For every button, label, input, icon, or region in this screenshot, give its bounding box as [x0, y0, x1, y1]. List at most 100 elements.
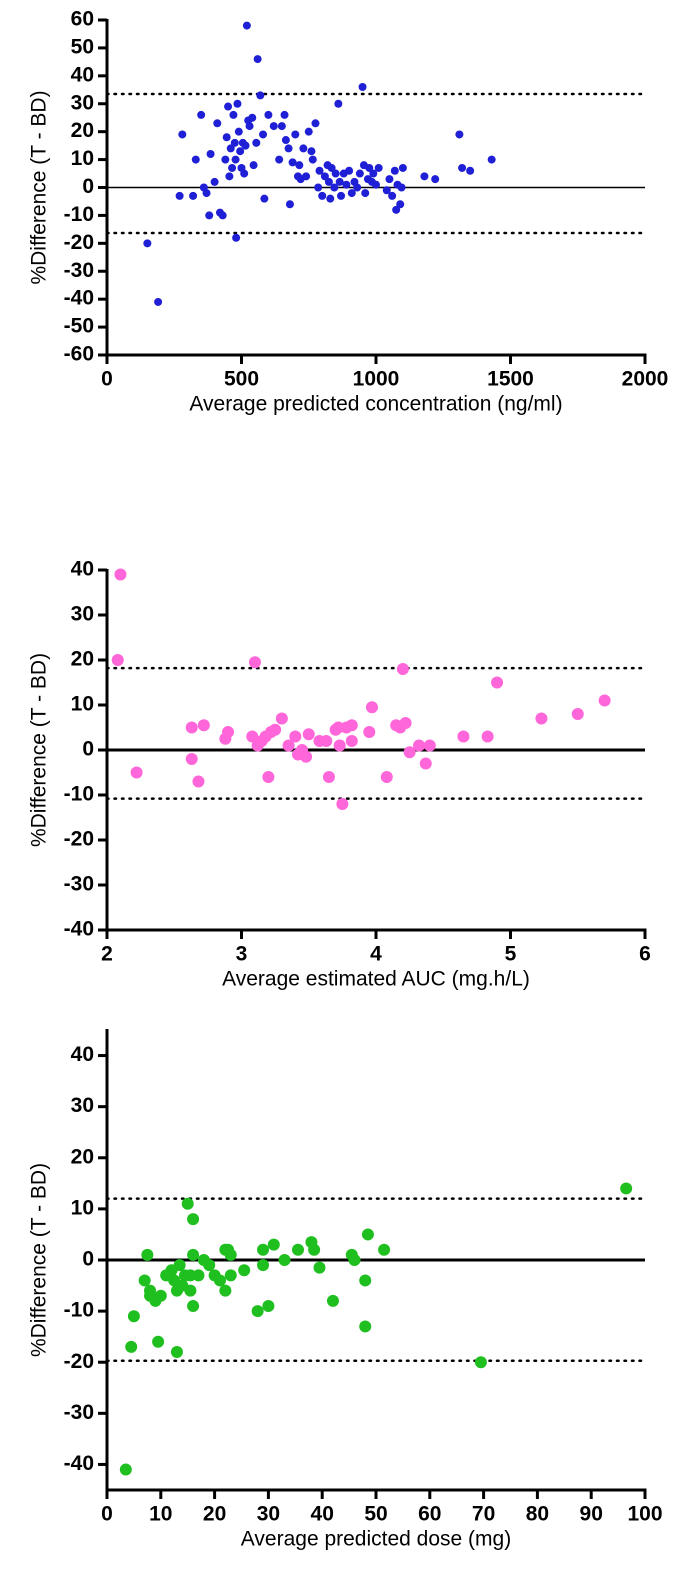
point [431, 175, 440, 184]
point [620, 1182, 633, 1195]
y-tick-label: -10 [64, 783, 94, 806]
point [125, 1340, 138, 1353]
point [491, 676, 504, 689]
point [111, 654, 124, 666]
point [348, 1254, 361, 1266]
y-tick-label: 40 [71, 558, 94, 581]
y-tick-label: 40 [71, 63, 94, 86]
x-tick-label: 50 [364, 1503, 387, 1526]
point [246, 730, 259, 743]
point [141, 1248, 154, 1261]
point [374, 163, 383, 172]
point [222, 133, 231, 142]
point [184, 1284, 197, 1297]
point [336, 798, 349, 810]
point [372, 180, 380, 189]
point [185, 721, 198, 734]
point [347, 189, 356, 198]
point [173, 1259, 186, 1272]
point [257, 1259, 270, 1272]
point [236, 147, 245, 156]
point [249, 161, 258, 170]
point [187, 1248, 200, 1261]
y-tick-label: -20 [64, 1350, 94, 1373]
point [314, 183, 323, 192]
point [403, 746, 416, 759]
point [206, 150, 215, 158]
point [378, 1243, 391, 1256]
point [320, 172, 329, 181]
y-tick-label: -30 [64, 1401, 94, 1424]
point [315, 166, 324, 175]
point [197, 719, 210, 732]
point [170, 1346, 183, 1358]
point [259, 130, 268, 139]
y-tick-label: 30 [71, 603, 94, 626]
point [313, 1261, 326, 1274]
x-tick-label: 2 [101, 943, 113, 966]
x-axis-label: Average predicted dose (mg) [241, 1528, 511, 1551]
point [288, 158, 297, 167]
point [231, 155, 240, 164]
y-tick-label: 10 [71, 147, 94, 170]
point [138, 1274, 151, 1287]
point [355, 169, 364, 178]
point [398, 163, 407, 172]
point [224, 1248, 237, 1261]
point [333, 739, 346, 752]
point [326, 194, 335, 203]
x-tick-label: 1000 [353, 368, 400, 391]
x-tick-label: 40 [311, 1503, 334, 1526]
point [337, 191, 346, 200]
point [361, 1228, 374, 1241]
x-tick-label: 60 [418, 1503, 441, 1526]
y-tick-label: -30 [64, 259, 94, 282]
point [154, 1289, 167, 1302]
point [335, 177, 344, 186]
y-tick-label: -20 [64, 828, 94, 851]
point [382, 186, 391, 195]
point [202, 189, 211, 198]
point [458, 163, 467, 172]
point [205, 211, 214, 220]
point [240, 169, 249, 178]
point [234, 127, 243, 136]
point [187, 1300, 200, 1312]
point [571, 708, 584, 720]
point [197, 110, 206, 119]
point [192, 1269, 205, 1282]
point [127, 1310, 140, 1323]
point [248, 113, 257, 122]
point [455, 130, 464, 139]
point [218, 211, 227, 220]
point [253, 55, 262, 64]
point [262, 771, 275, 783]
y-tick-label: 0 [82, 1248, 94, 1271]
point [185, 753, 198, 765]
point [282, 739, 295, 752]
x-tick-label: 1500 [487, 368, 534, 391]
point [308, 155, 317, 164]
point [326, 1294, 339, 1307]
point [481, 730, 494, 743]
point [230, 138, 239, 147]
y-tick-label: 20 [71, 648, 94, 671]
point [474, 1356, 487, 1369]
point [222, 726, 235, 738]
point [308, 1243, 321, 1256]
point [224, 1269, 237, 1282]
point [143, 239, 152, 248]
x-axis-label: Average predicted concentration (ng/ml) [189, 393, 562, 416]
point [380, 771, 393, 783]
y-axis-label: %Difference (T - BD) [28, 1163, 51, 1357]
point [397, 183, 406, 192]
point [152, 1335, 165, 1348]
point [369, 169, 378, 178]
y-tick-label: 60 [71, 8, 94, 31]
y-tick-label: 10 [71, 1196, 94, 1219]
point [181, 1197, 194, 1210]
point [257, 1243, 270, 1256]
point [345, 735, 358, 747]
point [363, 726, 376, 738]
